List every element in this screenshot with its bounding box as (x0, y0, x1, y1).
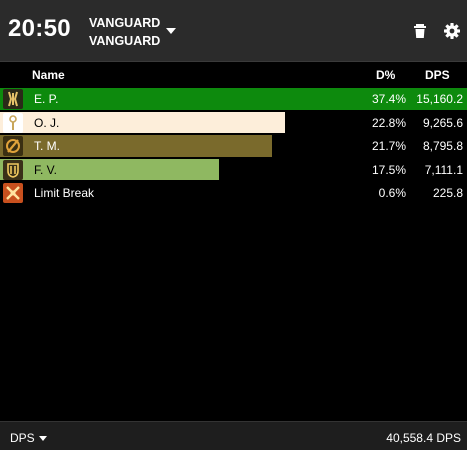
combatant-row[interactable]: E. P. 37.4% 15,160.2 (0, 87, 467, 111)
limit-break-icon (3, 183, 23, 203)
damage-percent: 22.8% (371, 115, 406, 130)
dps-value: 15,160.2 (416, 92, 463, 106)
combatant-name: O. J. (34, 115, 60, 130)
combatant-name: T. M. (34, 139, 60, 153)
combatant-row[interactable]: O. J. 22.8% 9,265.6 (0, 111, 467, 135)
trash-icon[interactable] (411, 22, 429, 40)
dragoon-icon (3, 89, 23, 109)
encounter-timer: 20:50 (8, 15, 71, 42)
combatant-row[interactable]: F. V. 17.5% 7,111.1 (0, 158, 467, 182)
column-headers: Name D% DPS (0, 62, 467, 86)
scholar-icon (3, 136, 23, 156)
dps-value: 9,265.6 (422, 115, 463, 130)
footer-bar: DPS 40,558.4 DPS (0, 421, 467, 450)
damage-percent: 0.6% (378, 186, 406, 200)
dps-value: 225.8 (432, 186, 463, 200)
caret-down-icon[interactable] (39, 436, 47, 441)
mode-selector[interactable]: DPS (10, 431, 35, 445)
zone-selector[interactable]: VANGUARD VANGUARD (89, 14, 160, 50)
damage-percent: 21.7% (371, 139, 406, 153)
column-dps-header[interactable]: DPS (425, 68, 450, 82)
combatant-name: E. P. (34, 92, 59, 106)
dps-bar (0, 88, 467, 110)
damage-percent: 37.4% (371, 92, 406, 106)
gear-icon[interactable] (443, 22, 461, 40)
white-mage-icon (3, 112, 23, 133)
dps-value: 8,795.8 (422, 139, 463, 153)
dps-value: 7,111.1 (424, 162, 463, 177)
caret-down-icon[interactable] (166, 28, 176, 34)
dps-bar (0, 111, 286, 133)
dps-bar (0, 135, 272, 157)
combatant-row[interactable]: T. M. 21.7% 8,795.8 (0, 134, 467, 158)
dps-bar (0, 158, 220, 180)
paladin-icon (3, 159, 23, 180)
column-name-header[interactable]: Name (32, 68, 65, 82)
combatant-name: Limit Break (34, 186, 95, 200)
zone-name-secondary: VANGUARD (89, 34, 161, 48)
column-dpct-header[interactable]: D% (376, 68, 396, 82)
total-dps: 40,558.4 DPS (386, 431, 461, 445)
zone-name-primary: VANGUARD (89, 16, 161, 30)
combatant-name: F. V. (34, 162, 57, 177)
combatant-list: E. P. 37.4% 15,160.2 O. J. 22.8% 9,265.6… (0, 87, 467, 205)
combatant-row[interactable]: Limit Break 0.6% 225.8 (0, 181, 467, 205)
damage-percent: 17.5% (371, 162, 406, 177)
header-bar: 20:50 VANGUARD VANGUARD (0, 0, 467, 62)
